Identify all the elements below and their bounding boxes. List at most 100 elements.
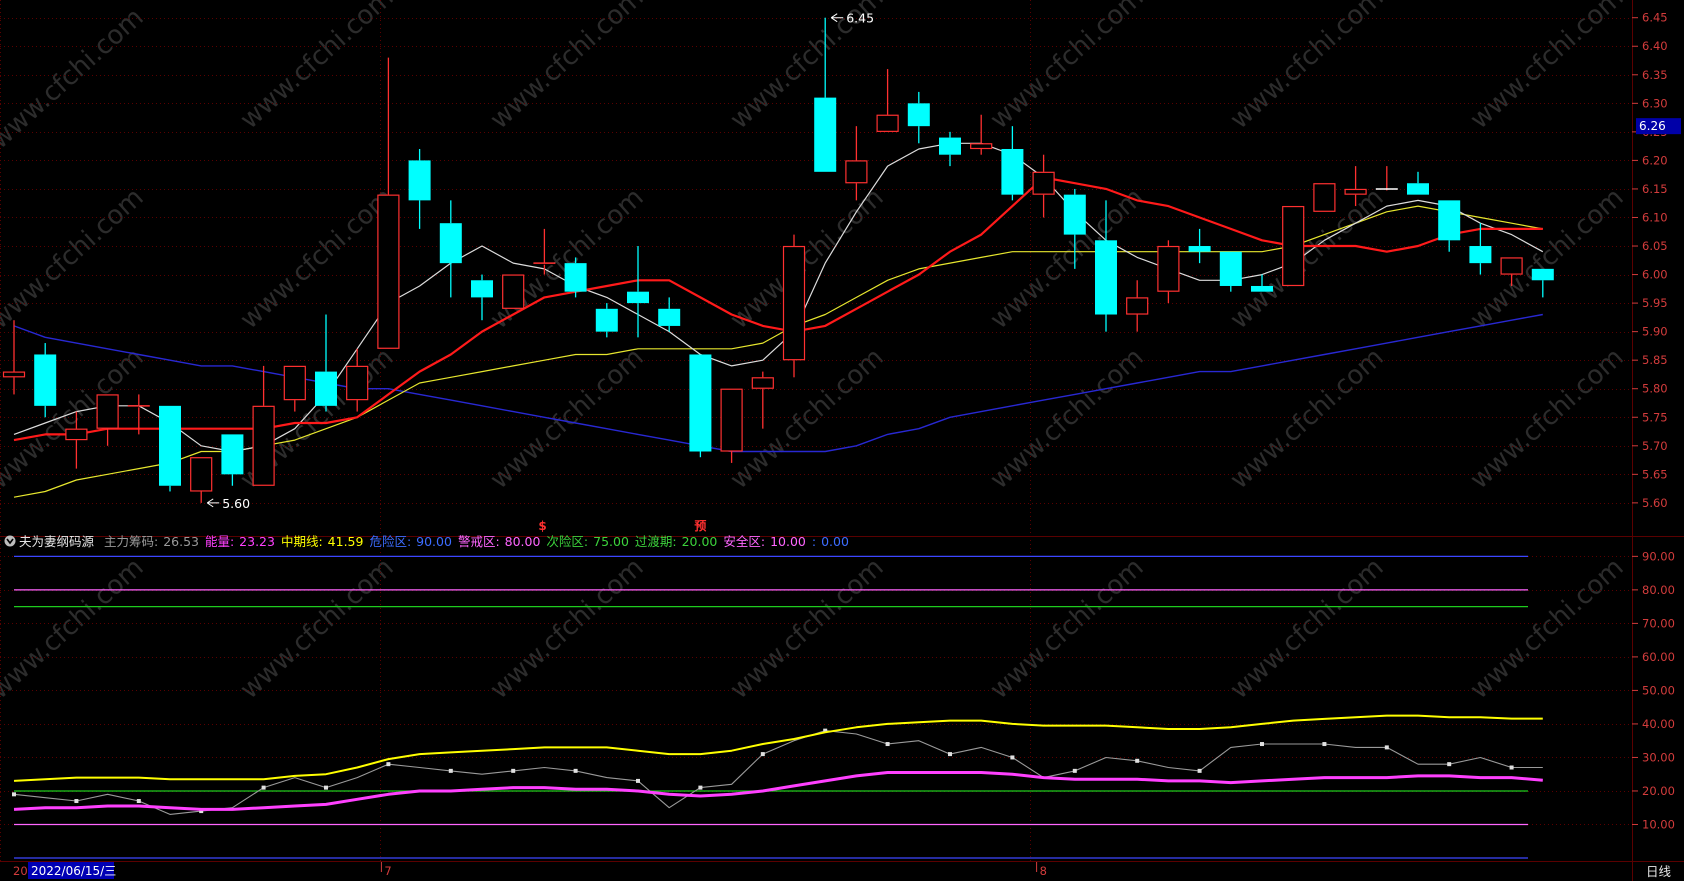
indicator-legend: 夫为妻纲码源 主力筹码: 26.53 能量: 23.23 中期线: 41.59 危险区…	[4, 534, 849, 549]
legend-value: 26.53	[159, 534, 199, 549]
price-tick-label: 6.05	[1642, 239, 1668, 253]
price-tick-label: 5.90	[1642, 325, 1668, 339]
zhuli-line-point	[1135, 758, 1140, 763]
zhuli-line-point	[1197, 768, 1202, 773]
legend-label: 中期线:	[281, 534, 323, 549]
price-tick-label: 5.65	[1642, 467, 1668, 481]
candle-body-up	[252, 405, 275, 486]
candle-body-down	[814, 97, 837, 172]
zhuli-line-point	[324, 785, 328, 790]
oscillator-level-lines	[14, 555, 1528, 859]
chevron-down-icon	[6, 538, 14, 545]
candle-body-down	[564, 263, 587, 292]
ma-blue-line	[13, 313, 1543, 453]
date-box[interactable]	[28, 862, 114, 879]
signal-mark: $	[538, 519, 546, 533]
osc-tick-label: 60.00	[1642, 650, 1675, 664]
candle-body-up	[1126, 297, 1149, 315]
indicator-toggle-icon[interactable]	[4, 535, 16, 547]
legend-label: 能量:	[205, 534, 234, 549]
candle-body-up	[970, 143, 993, 150]
candle-body-up	[1313, 183, 1336, 212]
price-tick-label: 5.70	[1642, 439, 1668, 453]
price-tick-label: 5.80	[1642, 382, 1668, 396]
candle-body-up	[1032, 171, 1055, 195]
zhuli-line-point	[698, 785, 703, 790]
candle-body-down	[1095, 240, 1117, 315]
price-annotations: 6.45 5.60 $ 预	[206, 11, 874, 533]
zhuli-line-point	[573, 768, 578, 773]
price-tick-label: 5.75	[1642, 410, 1668, 424]
price-tick-label: 5.60	[1642, 496, 1668, 510]
legend-label: 危险区:	[369, 534, 411, 549]
price-tick-label: 5.85	[1642, 353, 1668, 367]
candlestick-series[interactable]	[2, 17, 1554, 503]
legend-value: 10.00	[766, 534, 806, 549]
high-price-label: 6.45	[846, 11, 874, 26]
osc-tick-label: 90.00	[1642, 549, 1675, 563]
zhuli-line-point	[823, 728, 828, 733]
candle-body-down	[627, 291, 649, 304]
candle-body-up	[782, 245, 806, 361]
zhuli-line-point	[386, 762, 391, 767]
candle-body-up	[96, 394, 119, 429]
candle-body-down	[658, 308, 681, 326]
zhuli-line-point	[760, 752, 765, 757]
candle-body-down	[408, 160, 431, 201]
zhuli-line-point	[1384, 745, 1389, 750]
osc-tick-label: 40.00	[1642, 717, 1675, 731]
candle-body-down	[1438, 200, 1461, 241]
x-axis-label: 20	[13, 864, 28, 878]
oscillator-lines	[12, 714, 1543, 815]
candle-body-down	[1001, 148, 1024, 195]
zhuli-line-point	[1447, 762, 1452, 767]
candle-body-up	[65, 428, 88, 441]
zhuli-line-point	[1072, 768, 1077, 773]
candle-body-down	[159, 405, 181, 486]
zhuli-line-point	[448, 768, 453, 773]
candle-body-down	[471, 280, 493, 298]
legend-value: 20.00	[678, 534, 718, 549]
indicator-legend-text: 夫为妻纲码源 主力筹码: 26.53 能量: 23.23 中期线: 41.59 危险区…	[19, 534, 849, 549]
price-tick-label: 6.30	[1642, 96, 1668, 110]
candle-body-up	[2, 371, 26, 378]
price-tick-label: 6.00	[1642, 268, 1668, 282]
legend-value: 75.00	[589, 534, 629, 549]
zhuli-line-point	[636, 778, 640, 783]
x-axis-labels: 20 7 8	[13, 862, 1047, 878]
last-price-box	[1636, 118, 1681, 135]
price-tick-label: 6.15	[1642, 182, 1668, 196]
signal-mark: 预	[694, 519, 706, 533]
zhuli-line	[13, 730, 1543, 815]
candle-body-up	[190, 457, 213, 492]
osc-tick-label: 80.00	[1642, 583, 1675, 597]
candle-body-up	[720, 388, 743, 452]
zhuli-line-point	[12, 792, 16, 797]
zhongqi-line	[13, 714, 1543, 782]
candle-body-up	[845, 160, 868, 184]
price-tick-label: 6.20	[1642, 153, 1668, 167]
indicator-name: 夫为妻纲码源	[19, 534, 95, 549]
candle-body-down	[1469, 246, 1492, 264]
legend-value: 23.23	[235, 534, 275, 549]
candle-body-up	[1500, 257, 1523, 275]
zhuli-line-point	[948, 752, 952, 757]
candle-body-up	[346, 365, 369, 401]
candle-body-up	[1282, 205, 1305, 287]
low-price-label: 5.60	[222, 496, 250, 511]
candle-body-down	[315, 371, 337, 406]
price-tick-label: 6.35	[1642, 68, 1668, 82]
period-mode[interactable]: 日线	[1646, 864, 1672, 879]
price-tick-label: 5.95	[1642, 296, 1668, 310]
zhuli-line-point	[1509, 765, 1514, 770]
zhuli-line-point	[511, 768, 516, 773]
candle-body-down	[1531, 268, 1554, 281]
candle-body-down	[1407, 183, 1429, 195]
legend-label: :	[812, 534, 816, 549]
low-arrow-icon	[206, 498, 220, 508]
osc-tick-label: 10.00	[1642, 817, 1675, 831]
zhuli-line-point	[136, 799, 141, 804]
candle-body-up	[751, 377, 774, 389]
